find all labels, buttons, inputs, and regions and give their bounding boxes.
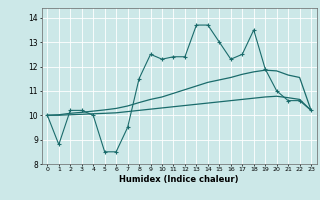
X-axis label: Humidex (Indice chaleur): Humidex (Indice chaleur) [119,175,239,184]
